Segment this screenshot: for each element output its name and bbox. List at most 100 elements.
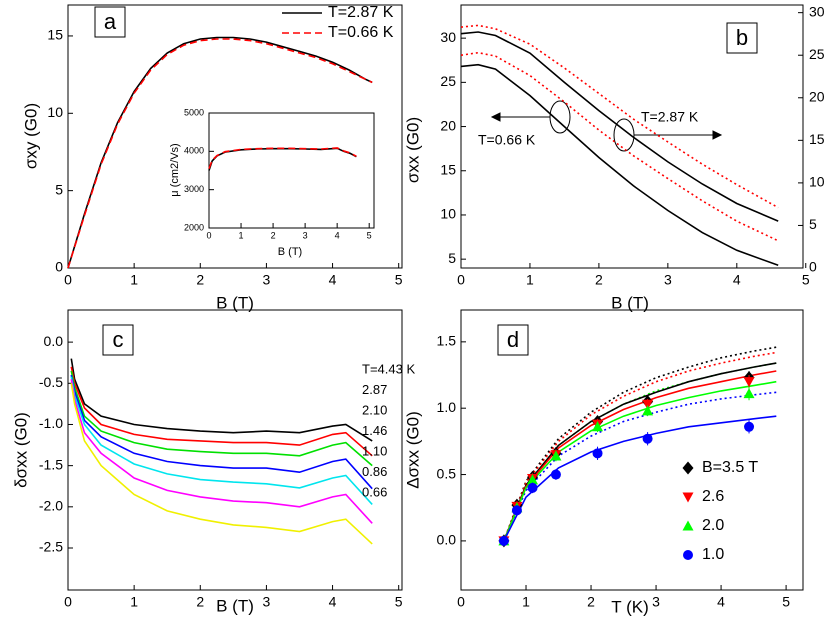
curve-label: T=4.43 K	[362, 361, 415, 376]
x-tick-label: 4	[329, 593, 337, 609]
x-tick-label: 1	[239, 230, 244, 240]
data-point	[498, 535, 509, 546]
x-tick-label: 2	[196, 593, 204, 609]
x-tick-label: 4	[329, 271, 337, 287]
curve-label: 2.10	[362, 402, 387, 417]
panel-label: a	[104, 9, 117, 34]
x-tick-label: 3	[303, 230, 308, 240]
x-tick-label: 5	[395, 593, 403, 609]
fit-line	[503, 415, 777, 542]
y-tick-label: 0.0	[437, 532, 457, 548]
legend-marker	[682, 461, 694, 475]
y-tick-label: -1.5	[39, 456, 63, 472]
y-tick-label: 15	[440, 161, 456, 177]
data-line	[70, 370, 373, 467]
data-point	[744, 421, 755, 432]
x-tick-label: 1	[522, 593, 530, 609]
fit-line	[503, 380, 777, 542]
y-tick-label: 4000	[184, 146, 204, 156]
x-tick-label: 2	[196, 271, 204, 287]
fit-line	[503, 362, 777, 542]
y-tick-label: -0.5	[39, 374, 63, 390]
data-point	[642, 405, 654, 416]
x-tick-label: 2	[587, 593, 595, 609]
x-tick-label: 1	[130, 593, 138, 609]
x-tick-label: 0	[457, 593, 465, 609]
data-point	[592, 421, 604, 432]
y-tick-label: -1.0	[39, 415, 63, 431]
annotation: T=2.87 K	[641, 109, 699, 125]
data-line	[70, 379, 373, 524]
fit-line	[503, 362, 777, 542]
x-tick-label: 2	[595, 271, 603, 287]
data-line	[70, 376, 373, 505]
curve-label: 1.10	[362, 443, 387, 458]
x-axis-label: B (T)	[611, 293, 649, 312]
y-tick-label: -2.0	[39, 498, 63, 514]
data-point	[642, 433, 653, 444]
x-tick-label: 0	[64, 271, 72, 287]
fit-line	[503, 351, 777, 542]
y-tick-label: 15	[47, 27, 63, 43]
x-tick-label: 5	[395, 271, 403, 287]
x-tick-label: 1	[130, 271, 138, 287]
y-tick-label: 0.0	[44, 333, 64, 349]
inset-background	[209, 113, 374, 228]
x-tick-label: 1	[526, 271, 534, 287]
y-tick-label: 3000	[184, 184, 204, 194]
y-axis-label: δσxx (G0)	[11, 412, 30, 488]
x-tick-label: 3	[263, 593, 271, 609]
data-line	[70, 358, 373, 442]
annotation: T=0.66 K	[478, 132, 536, 148]
data-line	[67, 38, 373, 269]
panel-b-annotation-shapes	[490, 100, 723, 152]
y-axis-label: σxx (G0)	[403, 117, 422, 183]
x-tick-label: 2	[271, 230, 276, 240]
y2-tick-label: 20	[809, 88, 825, 104]
x-tick-label: 3	[664, 271, 672, 287]
data-point	[527, 482, 538, 493]
y-tick-label: 20	[440, 117, 456, 133]
y-tick-label: 10	[440, 206, 456, 222]
arrowhead	[712, 130, 723, 140]
curve-label: 0.86	[362, 464, 387, 479]
y-axis-label: μ (cm2/Vs)	[169, 143, 181, 196]
panel-label-box	[102, 324, 134, 356]
curve-label: 0.66	[362, 484, 387, 499]
y-tick-label: 5	[55, 181, 63, 197]
legend-marker	[682, 520, 694, 531]
x-axis-label: T (K)	[611, 597, 648, 616]
data-line	[460, 24, 779, 209]
plot-frame	[460, 309, 804, 591]
data-line	[460, 63, 779, 267]
y-tick-label: 0.5	[437, 465, 457, 481]
x-tick-label: 5	[802, 271, 810, 287]
legend-marker	[683, 550, 693, 560]
data-line	[70, 374, 373, 490]
x-tick-label: 5	[782, 593, 790, 609]
curve-label: 2.87	[362, 382, 387, 397]
y2-tick-label: 30	[809, 3, 825, 19]
data-point	[550, 450, 562, 461]
data-point	[511, 505, 522, 516]
x-tick-label: 0	[457, 271, 465, 287]
panel-label-box	[497, 324, 529, 356]
y-tick-label: 5000	[184, 107, 204, 117]
data-point	[550, 469, 561, 480]
legend-label: 2.0	[702, 517, 724, 534]
plot-frame	[67, 4, 403, 269]
x-axis-label: B (T)	[216, 293, 254, 312]
panel-label-box	[94, 6, 126, 38]
x-tick-label: 3	[263, 271, 271, 287]
fit-line	[503, 370, 777, 542]
curve-label: 1.46	[362, 423, 387, 438]
x-tick-label: 3	[652, 593, 660, 609]
y-tick-label: 25	[440, 73, 456, 89]
y-axis-label: Δσxx (G0)	[403, 411, 422, 489]
x-tick-label: 4	[717, 593, 725, 609]
x-tick-label: 4	[335, 230, 340, 240]
x-axis-label: B (T)	[216, 596, 254, 615]
y2-tick-label: 10	[809, 174, 825, 190]
x-tick-label: 5	[367, 230, 372, 240]
